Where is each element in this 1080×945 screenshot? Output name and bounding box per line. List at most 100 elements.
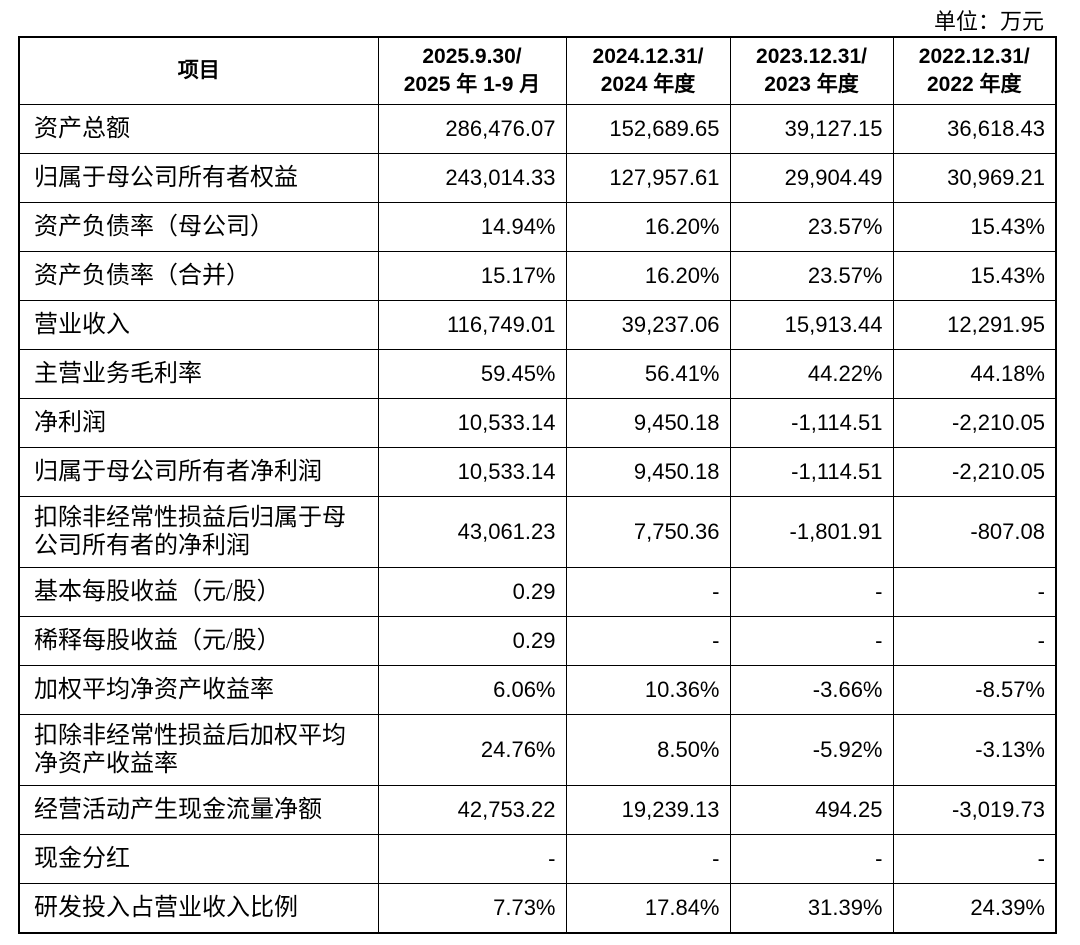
data-table: 项目 2025.9.30/ 2025 年 1-9 月 2024.12.31/ 202… [18,36,1057,934]
table-row: 资产负债率（母公司） 14.94% 16.20% 23.57% 15.43% [18,202,1057,252]
row-label: 资产负债率（母公司） [18,202,379,252]
row-label: 资产总额 [18,104,379,154]
value-cell: 127,957.61 [565,153,731,203]
header-cell: 2022.12.31/ 2022 年度 [892,36,1057,105]
value-cell: 30,969.21 [892,153,1057,203]
value-cell: 36,618.43 [892,104,1057,154]
value-cell: 56.41% [565,349,731,399]
value-cell: 10,533.14 [377,398,567,448]
row-label: 归属于母公司所有者权益 [18,153,379,203]
value-cell: 15.43% [892,251,1057,301]
header-cell: 项目 [18,36,379,105]
value-cell: -2,210.05 [892,447,1057,497]
value-cell: 39,237.06 [565,300,731,350]
table-row: 加权平均净资产收益率 6.06% 10.36% -3.66% -8.57% [18,665,1057,715]
table-body: 资产总额 286,476.07 152,689.65 39,127.15 36,618.… [18,104,1057,934]
value-cell: 43,061.23 [377,496,567,568]
value-cell: -3,019.73 [892,785,1057,835]
value-cell: -3.66% [729,665,894,715]
value-cell: 59.45% [377,349,567,399]
row-label: 营业收入 [18,300,379,350]
value-cell: 0.29 [377,567,567,617]
header-cell: 2024.12.31/ 2024 年度 [565,36,731,105]
table-row: 净利润 10,533.14 9,450.18 -1,114.51 -2,210.05 [18,398,1057,448]
table-row: 稀释每股收益（元/股） 0.29- - - [18,616,1057,666]
value-cell: -1,801.91 [729,496,894,568]
value-cell: 116,749.01 [377,300,567,350]
value-cell: -1,114.51 [729,447,894,497]
value-cell: 19,239.13 [565,785,731,835]
row-label: 主营业务毛利率 [18,349,379,399]
value-cell: 9,450.18 [565,398,731,448]
table-row: 研发投入占营业收入比例 7.73% 17.84% 31.39% 24.39% [18,883,1057,934]
value-cell: 8.50% [565,714,731,786]
value-cell: 44.18% [892,349,1057,399]
table-row: 资产负债率（合并） 15.17% 16.20% 23.57% 15.43% [18,251,1057,301]
value-cell: 494.25 [729,785,894,835]
value-cell: 23.57% [729,202,894,252]
row-label: 经营活动产生现金流量净额 [18,785,379,835]
value-cell: 17.84% [565,883,731,934]
unit-label: 单位：万元 [933,9,1044,34]
row-label: 加权平均净资产收益率 [18,665,379,715]
value-cell: 15.17% [377,251,567,301]
value-cell: 10.36% [565,665,731,715]
value-cell: -8.57% [892,665,1057,715]
value-cell: 9,450.18 [565,447,731,497]
value-cell: - [565,567,731,617]
row-label: 稀释每股收益（元/股） [18,616,379,666]
header-cell: 2023.12.31/ 2023 年度 [729,36,894,105]
value-cell: - [565,616,731,666]
header-row: 项目 2025.9.30/ 2025 年 1-9 月 2024.12.31/ 202… [18,36,1057,105]
value-cell: 24.76% [377,714,567,786]
value-cell: - [892,567,1057,617]
value-cell: - [729,834,894,884]
row-label: 现金分红 [18,834,379,884]
value-cell: 152,689.65 [565,104,731,154]
value-cell: 31.39% [729,883,894,934]
value-cell: 0.29 [377,616,567,666]
value-cell: 16.20% [565,251,731,301]
value-cell: 15.43% [892,202,1057,252]
value-cell: 29,904.49 [729,153,894,203]
row-label: 资产负债率（合并） [18,251,379,301]
value-cell: 39,127.15 [729,104,894,154]
table-row: 营业收入 116,749.01 39,237.06 15,913.44 12,291.9… [18,300,1057,350]
value-cell: 7.73% [377,883,567,934]
header-cell: 2025.9.30/ 2025 年 1-9 月 [377,36,567,105]
table-row: 扣除非经常性损益后归属于母公司所有者的净利润 43,061.23 7,750.36-… [18,496,1057,568]
table-row: 扣除非经常性损益后加权平均净资产收益率 24.76% 8.50% -5.92% -3.1… [18,714,1057,786]
value-cell: -2,210.05 [892,398,1057,448]
table-row: 经营活动产生现金流量净额 42,753.22 19,239.13 494.25 -3,0… [18,785,1057,835]
value-cell: 286,476.07 [377,104,567,154]
value-cell: - [377,834,567,884]
value-cell: 42,753.22 [377,785,567,835]
table-row: 资产总额 286,476.07 152,689.65 39,127.15 36,618.… [18,104,1057,154]
row-label: 研发投入占营业收入比例 [18,883,379,934]
row-label: 扣除非经常性损益后归属于母公司所有者的净利润 [18,496,379,568]
value-cell: 243,014.33 [377,153,567,203]
value-cell: -5.92% [729,714,894,786]
value-cell: 6.06% [377,665,567,715]
value-cell: -807.08 [892,496,1057,568]
table-row: 现金分红 - - - - [18,834,1057,884]
table-row: 主营业务毛利率 59.45% 56.41% 44.22% 44.18% [18,349,1057,399]
value-cell: - [892,834,1057,884]
value-cell: -3.13% [892,714,1057,786]
table-row: 基本每股收益（元/股） 0.29- - - [18,567,1057,617]
row-label: 净利润 [18,398,379,448]
value-cell: 44.22% [729,349,894,399]
value-cell: 14.94% [377,202,567,252]
value-cell: 7,750.36 [565,496,731,568]
value-cell: 23.57% [729,251,894,301]
value-cell: 24.39% [892,883,1057,934]
table-row: 归属于母公司所有者净利润 10,533.14 9,450.18 -1,114.51 -2… [18,447,1057,497]
value-cell: 10,533.14 [377,447,567,497]
value-cell: 16.20% [565,202,731,252]
value-cell: 12,291.95 [892,300,1057,350]
value-cell: - [729,616,894,666]
row-label: 归属于母公司所有者净利润 [18,447,379,497]
row-label: 基本每股收益（元/股） [18,567,379,617]
value-cell: - [892,616,1057,666]
